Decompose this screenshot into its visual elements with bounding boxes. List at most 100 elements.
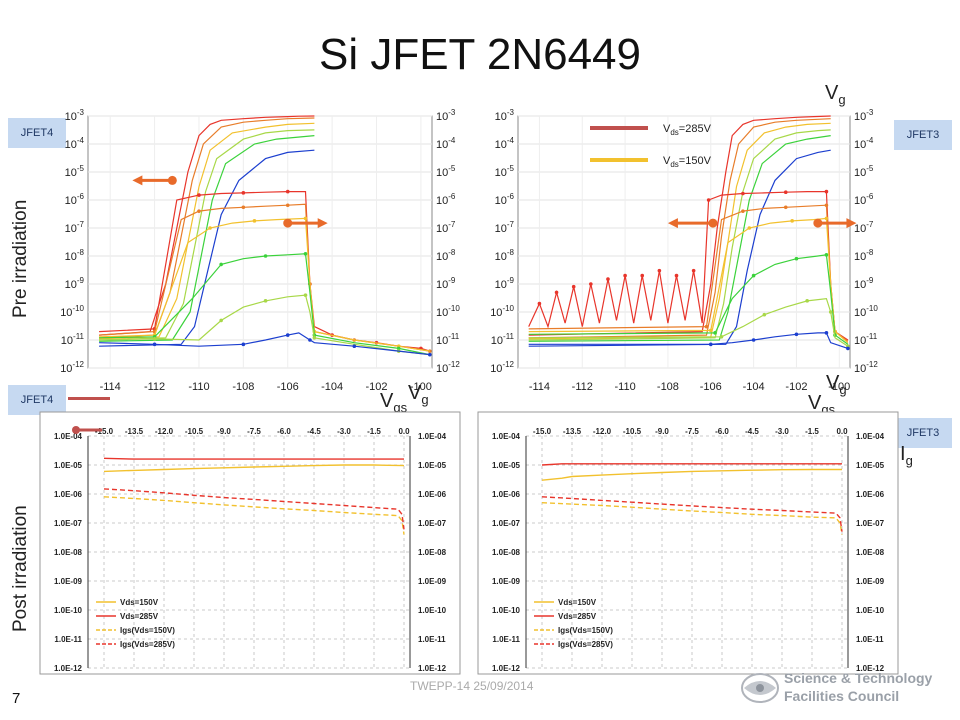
data-point [828,310,833,314]
y-tick-label-right: 1.0E-11 [418,635,446,644]
tag-post-left: JFET4 [8,385,66,415]
data-point [783,190,788,194]
data-point [263,299,268,303]
tag-pre-right: JFET3 [894,120,952,150]
y-tick-label-left: 10-11 [61,332,85,347]
data-point [708,342,713,347]
marker-dot [72,426,80,434]
y-tick-label-left: 1.0E-11 [54,635,82,644]
data-point [846,346,850,351]
arrow-head [317,218,328,229]
y-tick-label-right: 10-5 [854,164,874,179]
y-tick-label-left: 1.0E-12 [492,664,521,673]
y-tick-label-left: 10-7 [65,220,85,235]
y-tick-label-left: 10-9 [65,276,85,291]
x-tick-label: -7.5 [247,427,261,436]
legend-label: Igs(Vds=285V) [120,640,175,649]
x-tick-label: -10.5 [623,427,642,436]
x-tick-label: -12.0 [593,427,612,436]
y-tick-label-right: 1.0E-06 [418,490,447,499]
data-point [751,273,756,278]
series-line [103,488,405,530]
label-vg-top: Vg [825,82,846,107]
y-tick-label-left: 1.0E-10 [492,606,521,615]
data-point [708,328,713,333]
data-point [303,293,308,297]
x-tick-label: -100 [828,381,850,393]
series-line [541,468,842,481]
y-tick-label-left: 10-5 [495,164,515,179]
series-line [528,118,831,339]
x-tick-label: -4.5 [745,427,759,436]
y-tick-label-right: 10-11 [436,332,460,347]
series-line [528,297,849,347]
data-point [263,254,268,258]
x-tick-label: -102 [366,381,388,393]
data-point [741,209,745,213]
y-tick-label-left: 1.0E-04 [54,432,83,441]
x-tick-label: -3.0 [775,427,789,436]
y-tick-label-left: 10-3 [65,108,85,123]
footer-text: TWEPP-14 25/09/2014 [410,679,534,693]
data-point [747,226,752,230]
data-point [571,284,576,289]
y-tick-label-left: 10-11 [491,332,515,347]
data-point [824,331,829,335]
y-tick-label-left: 10-8 [495,248,515,263]
x-tick-label: -104 [743,381,765,393]
series-line [99,294,430,356]
y-tick-label-left: 10-8 [65,248,85,263]
arrow-head [846,218,857,229]
y-tick-label-right: 1.0E-05 [856,461,885,470]
data-point [674,273,679,278]
y-tick-label-right: 1.0E-06 [856,490,885,499]
data-point [623,273,627,278]
tag-pre-left: JFET4 [8,118,66,148]
y-tick-label-right: 10-5 [436,164,456,179]
chart-post-right: 1.0E-04 1.0E-04 1.0E-05 1.0E-05 1.0E-06 1.0E-… [477,411,899,675]
data-point [352,344,357,349]
legend-label: Vds=285V [558,612,597,621]
data-point [794,256,799,261]
x-tick-label: -7.5 [685,427,699,436]
y-tick-label-right: 10-8 [436,248,456,263]
series-line [528,122,831,340]
data-point [790,219,794,223]
y-tick-label-left: 1.0E-06 [54,490,83,499]
y-tick-label-left: 1.0E-11 [492,635,520,644]
data-point [741,191,745,196]
x-tick-label: 0.0 [398,427,410,436]
legend-label: Vds=150V [663,155,712,169]
data-point [396,346,401,351]
data-point [606,277,610,281]
chart-pre-right: 10-3 10-3 10-4 10-4 10-5 10-5 10-6 10-6 10-7 10-7… [490,108,878,393]
x-tick-label: -100 [410,381,432,393]
series-line [541,502,843,535]
y-tick-label-right: 10-7 [854,220,874,235]
legend-label: Vds=150V [120,598,159,607]
y-tick-label-right: 10-4 [854,136,874,151]
y-tick-label-right: 1.0E-12 [418,664,447,673]
data-point [197,209,201,213]
data-point [427,352,432,357]
x-tick-label: -112 [144,381,165,393]
x-tick-label: -108 [232,381,254,393]
x-tick-label: -106 [277,381,299,393]
data-point [241,205,246,210]
y-tick-label-left: 1.0E-06 [492,490,521,499]
y-tick-label-left: 10-3 [495,108,515,123]
data-point [241,342,246,347]
label-vg-pre-right: Vg [826,372,847,397]
chart-frame [39,411,461,675]
y-tick-label-left: 1.0E-09 [54,577,83,586]
y-tick-label-right: 1.0E-08 [418,548,447,557]
data-point [657,268,662,273]
row-label-pre: Pre irradiation [10,199,31,318]
x-tick-label: -106 [700,381,722,393]
y-tick-label-left: 1.0E-07 [492,519,521,528]
y-tick-label-right: 10-6 [436,192,456,207]
y-tick-label-left: 1.0E-08 [54,548,83,557]
data-point [197,193,201,197]
y-tick-label-left: 1.0E-05 [54,461,83,470]
y-tick-label-left: 1.0E-10 [54,606,83,615]
